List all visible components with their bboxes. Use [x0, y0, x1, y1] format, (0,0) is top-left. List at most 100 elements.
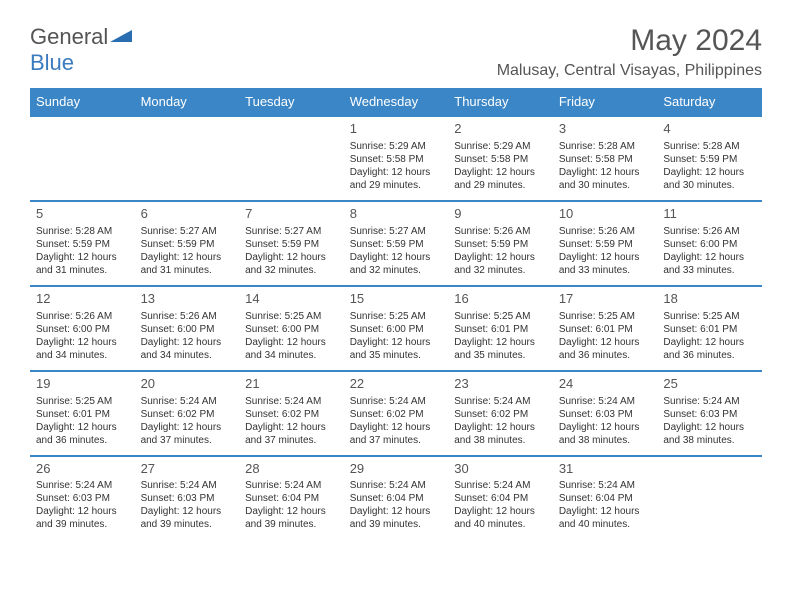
day-number: 20: [141, 376, 234, 393]
daylight-text: Daylight: 12 hours and 32 minutes.: [245, 251, 338, 277]
dayname-row: SundayMondayTuesdayWednesdayThursdayFrid…: [30, 88, 762, 116]
week-row: 5Sunrise: 5:28 AMSunset: 5:59 PMDaylight…: [30, 201, 762, 286]
day-cell: 21Sunrise: 5:24 AMSunset: 6:02 PMDayligh…: [239, 371, 344, 456]
dayname-friday: Friday: [553, 88, 658, 116]
day-number: 12: [36, 291, 129, 308]
dayname-monday: Monday: [135, 88, 240, 116]
sunrise-text: Sunrise: 5:28 AM: [36, 225, 129, 238]
day-number: 6: [141, 206, 234, 223]
calendar-table: SundayMondayTuesdayWednesdayThursdayFrid…: [30, 88, 762, 539]
daylight-text: Daylight: 12 hours and 34 minutes.: [141, 336, 234, 362]
day-number: 30: [454, 461, 547, 478]
day-number: 14: [245, 291, 338, 308]
day-number: 18: [663, 291, 756, 308]
day-cell: 8Sunrise: 5:27 AMSunset: 5:59 PMDaylight…: [344, 201, 449, 286]
daylight-text: Daylight: 12 hours and 36 minutes.: [559, 336, 652, 362]
daylight-text: Daylight: 12 hours and 39 minutes.: [36, 505, 129, 531]
sunset-text: Sunset: 6:02 PM: [350, 408, 443, 421]
day-number: 17: [559, 291, 652, 308]
daylight-text: Daylight: 12 hours and 40 minutes.: [559, 505, 652, 531]
sunrise-text: Sunrise: 5:29 AM: [454, 140, 547, 153]
daylight-text: Daylight: 12 hours and 30 minutes.: [559, 166, 652, 192]
day-number: 24: [559, 376, 652, 393]
daylight-text: Daylight: 12 hours and 34 minutes.: [36, 336, 129, 362]
logo-triangle-icon: [110, 28, 132, 44]
sunset-text: Sunset: 5:59 PM: [245, 238, 338, 251]
day-cell: 18Sunrise: 5:25 AMSunset: 6:01 PMDayligh…: [657, 286, 762, 371]
daylight-text: Daylight: 12 hours and 34 minutes.: [245, 336, 338, 362]
daylight-text: Daylight: 12 hours and 29 minutes.: [350, 166, 443, 192]
sunset-text: Sunset: 6:03 PM: [36, 492, 129, 505]
sunset-text: Sunset: 5:59 PM: [454, 238, 547, 251]
sunrise-text: Sunrise: 5:28 AM: [559, 140, 652, 153]
day-number: 13: [141, 291, 234, 308]
sunset-text: Sunset: 6:02 PM: [454, 408, 547, 421]
sunrise-text: Sunrise: 5:26 AM: [141, 310, 234, 323]
week-row: 12Sunrise: 5:26 AMSunset: 6:00 PMDayligh…: [30, 286, 762, 371]
day-cell: 1Sunrise: 5:29 AMSunset: 5:58 PMDaylight…: [344, 116, 449, 201]
sunrise-text: Sunrise: 5:26 AM: [454, 225, 547, 238]
day-number: 29: [350, 461, 443, 478]
sunrise-text: Sunrise: 5:27 AM: [141, 225, 234, 238]
daylight-text: Daylight: 12 hours and 37 minutes.: [141, 421, 234, 447]
sunrise-text: Sunrise: 5:24 AM: [350, 395, 443, 408]
sunset-text: Sunset: 6:04 PM: [559, 492, 652, 505]
sunset-text: Sunset: 6:03 PM: [663, 408, 756, 421]
day-cell: 9Sunrise: 5:26 AMSunset: 5:59 PMDaylight…: [448, 201, 553, 286]
month-title: May 2024: [497, 24, 762, 58]
day-number: 28: [245, 461, 338, 478]
dayname-sunday: Sunday: [30, 88, 135, 116]
daylight-text: Daylight: 12 hours and 32 minutes.: [350, 251, 443, 277]
day-cell: 29Sunrise: 5:24 AMSunset: 6:04 PMDayligh…: [344, 456, 449, 540]
sunset-text: Sunset: 5:59 PM: [559, 238, 652, 251]
sunrise-text: Sunrise: 5:27 AM: [350, 225, 443, 238]
sunrise-text: Sunrise: 5:24 AM: [36, 479, 129, 492]
daylight-text: Daylight: 12 hours and 33 minutes.: [663, 251, 756, 277]
sunrise-text: Sunrise: 5:24 AM: [141, 479, 234, 492]
sunset-text: Sunset: 6:04 PM: [350, 492, 443, 505]
dayname-thursday: Thursday: [448, 88, 553, 116]
sunset-text: Sunset: 6:00 PM: [350, 323, 443, 336]
sunset-text: Sunset: 6:00 PM: [663, 238, 756, 251]
day-cell: 15Sunrise: 5:25 AMSunset: 6:00 PMDayligh…: [344, 286, 449, 371]
day-cell: 12 Sunrise: 5:26 AMSunset: 6:00 PMDayligh…: [30, 286, 135, 371]
day-cell: 20Sunrise: 5:24 AMSunset: 6:02 PMDayligh…: [135, 371, 240, 456]
sunrise-text: Sunrise: 5:24 AM: [141, 395, 234, 408]
day-cell: 28Sunrise: 5:24 AMSunset: 6:04 PMDayligh…: [239, 456, 344, 540]
sunrise-text: Sunrise: 5:25 AM: [350, 310, 443, 323]
daylight-text: Daylight: 12 hours and 31 minutes.: [36, 251, 129, 277]
day-cell: 26Sunrise: 5:24 AMSunset: 6:03 PMDayligh…: [30, 456, 135, 540]
day-number: 26: [36, 461, 129, 478]
sunrise-text: Sunrise: 5:25 AM: [559, 310, 652, 323]
sunset-text: Sunset: 6:01 PM: [559, 323, 652, 336]
day-cell: 11 Sunrise: 5:26 AMSunset: 6:00 PMDayligh…: [657, 201, 762, 286]
sunset-text: Sunset: 5:58 PM: [350, 153, 443, 166]
day-number: 5: [36, 206, 129, 223]
day-number: 23: [454, 376, 547, 393]
day-cell: 10Sunrise: 5:26 AMSunset: 5:59 PMDayligh…: [553, 201, 658, 286]
day-number: 16: [454, 291, 547, 308]
day-number: 11: [663, 206, 756, 223]
sunrise-text: Sunrise: 5:24 AM: [663, 395, 756, 408]
daylight-text: Daylight: 12 hours and 29 minutes.: [454, 166, 547, 192]
week-row: 26Sunrise: 5:24 AMSunset: 6:03 PMDayligh…: [30, 456, 762, 540]
day-cell: 16Sunrise: 5:25 AMSunset: 6:01 PMDayligh…: [448, 286, 553, 371]
day-cell: 6Sunrise: 5:27 AMSunset: 5:59 PMDaylight…: [135, 201, 240, 286]
daylight-text: Daylight: 12 hours and 38 minutes.: [663, 421, 756, 447]
sunrise-text: Sunrise: 5:24 AM: [559, 479, 652, 492]
sunset-text: Sunset: 6:00 PM: [245, 323, 338, 336]
day-cell: 3Sunrise: 5:28 AMSunset: 5:58 PMDaylight…: [553, 116, 658, 201]
day-number: 25: [663, 376, 756, 393]
sunrise-text: Sunrise: 5:24 AM: [454, 395, 547, 408]
sunset-text: Sunset: 6:03 PM: [559, 408, 652, 421]
sunrise-text: Sunrise: 5:26 AM: [36, 310, 129, 323]
sunset-text: Sunset: 6:00 PM: [36, 323, 129, 336]
sunrise-text: Sunrise: 5:27 AM: [245, 225, 338, 238]
daylight-text: Daylight: 12 hours and 36 minutes.: [36, 421, 129, 447]
sunrise-text: Sunrise: 5:26 AM: [663, 225, 756, 238]
header: GeneralBlue May 2024 Malusay, Central Vi…: [30, 24, 762, 80]
sunset-text: Sunset: 5:58 PM: [454, 153, 547, 166]
day-number: 2: [454, 121, 547, 138]
daylight-text: Daylight: 12 hours and 39 minutes.: [245, 505, 338, 531]
daylight-text: Daylight: 12 hours and 32 minutes.: [454, 251, 547, 277]
